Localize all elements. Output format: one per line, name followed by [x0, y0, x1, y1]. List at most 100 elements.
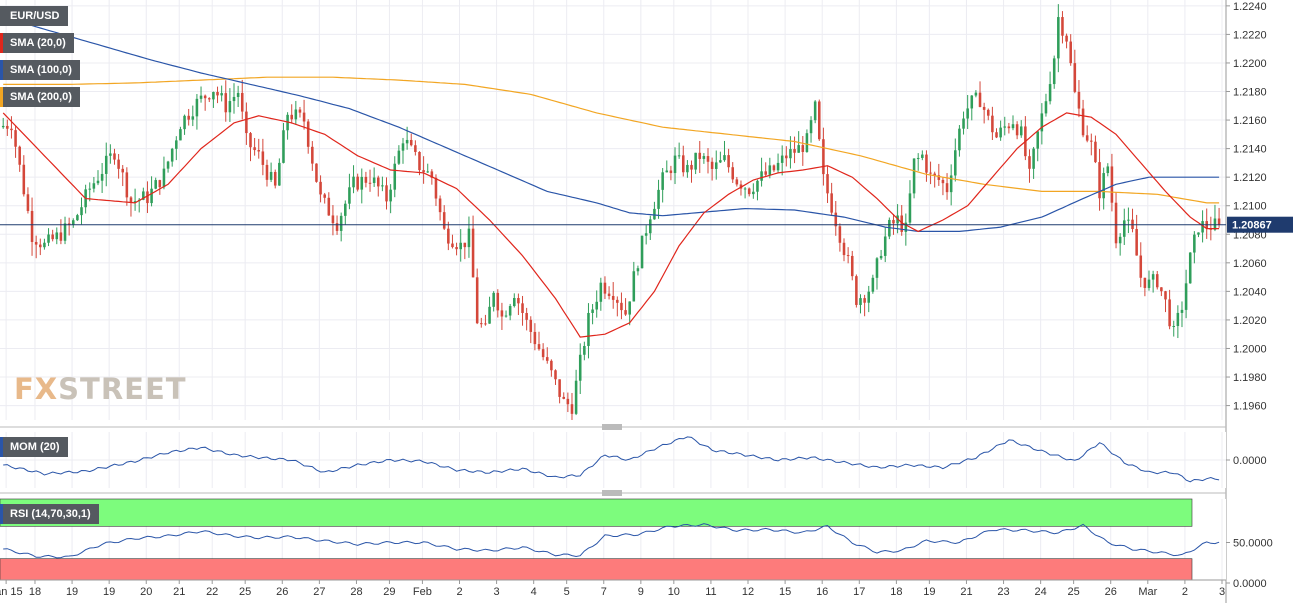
candle-body: [1102, 173, 1105, 199]
y-tick-label: 1.2020: [1233, 315, 1267, 327]
candle-body: [34, 241, 38, 245]
candle-body: [175, 140, 178, 149]
candle-body: [1123, 220, 1126, 237]
legend-sma200[interactable]: SMA (200,0): [0, 87, 80, 107]
candle-body: [739, 184, 743, 189]
candle-body: [1040, 113, 1044, 132]
candle-body: [344, 203, 347, 216]
candle-body: [925, 154, 928, 173]
candle-body: [1085, 135, 1089, 141]
y-tick-label: 1.2200: [1233, 58, 1267, 70]
candle-body: [1193, 234, 1196, 253]
legend-symbol-label: EUR/USD: [10, 10, 60, 22]
x-tick-label: 27: [313, 586, 325, 598]
candle-body: [603, 282, 607, 294]
candle-body: [727, 155, 730, 168]
candle-body: [714, 162, 718, 169]
candle-body: [158, 180, 162, 188]
candle-body: [595, 301, 598, 310]
legend-rsi-swatch: [0, 504, 3, 524]
y-tick-label: 1.2180: [1233, 87, 1267, 99]
y-tick-label: 1.2160: [1233, 115, 1267, 127]
candle-body: [970, 95, 974, 109]
candle-body: [269, 171, 273, 180]
legend-momentum-label: MOM (20): [10, 441, 60, 453]
candle-body: [611, 296, 615, 300]
candle-body: [545, 357, 549, 361]
candle-body: [743, 188, 747, 190]
candle-body: [521, 303, 524, 313]
momentum-y-label: 0.0000: [1233, 455, 1267, 467]
legend-momentum[interactable]: MOM (20): [0, 437, 68, 457]
candle-body: [570, 404, 574, 414]
x-tick-label: 19: [923, 586, 935, 598]
x-tick-label: 21: [173, 586, 185, 598]
candle-body: [978, 92, 982, 107]
candle-body: [698, 152, 702, 159]
price-plot-area: [0, 0, 1226, 420]
x-tick-label: 24: [1035, 586, 1047, 598]
candle-body: [1151, 274, 1155, 280]
candle-body: [945, 183, 949, 193]
x-tick-label: 10: [668, 586, 680, 598]
candle-body: [356, 176, 359, 190]
legend-rsi[interactable]: RSI (14,70,30,1): [0, 504, 99, 524]
candle-body: [665, 170, 669, 173]
candle-body: [278, 162, 281, 186]
candle-body: [187, 115, 190, 120]
candle-body: [195, 98, 199, 117]
x-tick-label: 7: [601, 586, 607, 598]
candle-body: [208, 98, 211, 100]
candle-body: [1015, 124, 1019, 136]
candle-body: [706, 156, 710, 162]
candle-body: [991, 115, 994, 133]
x-tick-label: 17: [853, 586, 865, 598]
candle-body: [710, 161, 714, 169]
candle-body: [331, 215, 335, 224]
candle-body: [1057, 17, 1060, 59]
legend-sma20[interactable]: SMA (20,0): [0, 33, 74, 53]
candle-body: [838, 226, 842, 243]
candle-body: [104, 155, 108, 174]
candle-body: [1201, 221, 1204, 233]
candle-body: [805, 133, 809, 152]
candle-body: [265, 164, 269, 180]
candle-body: [405, 139, 409, 144]
legend-symbol[interactable]: EUR/USD: [0, 6, 68, 26]
candle-body: [1073, 63, 1077, 92]
candle-body: [442, 212, 446, 229]
legend-sma200-swatch: [0, 87, 3, 107]
candle-body: [677, 155, 681, 157]
candle-body: [1106, 166, 1110, 174]
candle-body: [793, 149, 796, 153]
candle-body: [500, 310, 504, 317]
candle-body: [1090, 140, 1093, 142]
x-tick-label: 20: [140, 586, 152, 598]
candle-body: [315, 163, 318, 182]
fxstreet-watermark: FXSTREET: [14, 372, 187, 406]
x-tick-label: 2: [456, 586, 462, 598]
candle-body: [117, 159, 120, 169]
candle-body: [1028, 156, 1031, 169]
legend-sma100[interactable]: SMA (100,0): [0, 60, 80, 80]
candle-body: [228, 101, 232, 113]
candle-body: [657, 189, 660, 209]
candle-body: [941, 179, 945, 184]
candle-body: [1147, 279, 1151, 288]
candle-body: [640, 235, 644, 269]
candle-body: [958, 128, 961, 151]
candle-body: [562, 396, 566, 399]
candle-body: [850, 255, 854, 277]
y-tick-label: 1.2120: [1233, 172, 1267, 184]
sma100-line: [3, 16, 1220, 232]
candle-body: [731, 167, 735, 180]
candle-body: [1098, 162, 1101, 199]
candle-body: [801, 145, 805, 152]
x-tick-label: 19: [103, 586, 115, 598]
candle-body: [335, 223, 339, 231]
rsi-y-label: 0.0000: [1233, 578, 1267, 590]
candle-body: [319, 181, 322, 195]
candle-body: [1155, 274, 1159, 288]
candle-body: [385, 185, 388, 202]
candle-body: [1172, 325, 1176, 327]
